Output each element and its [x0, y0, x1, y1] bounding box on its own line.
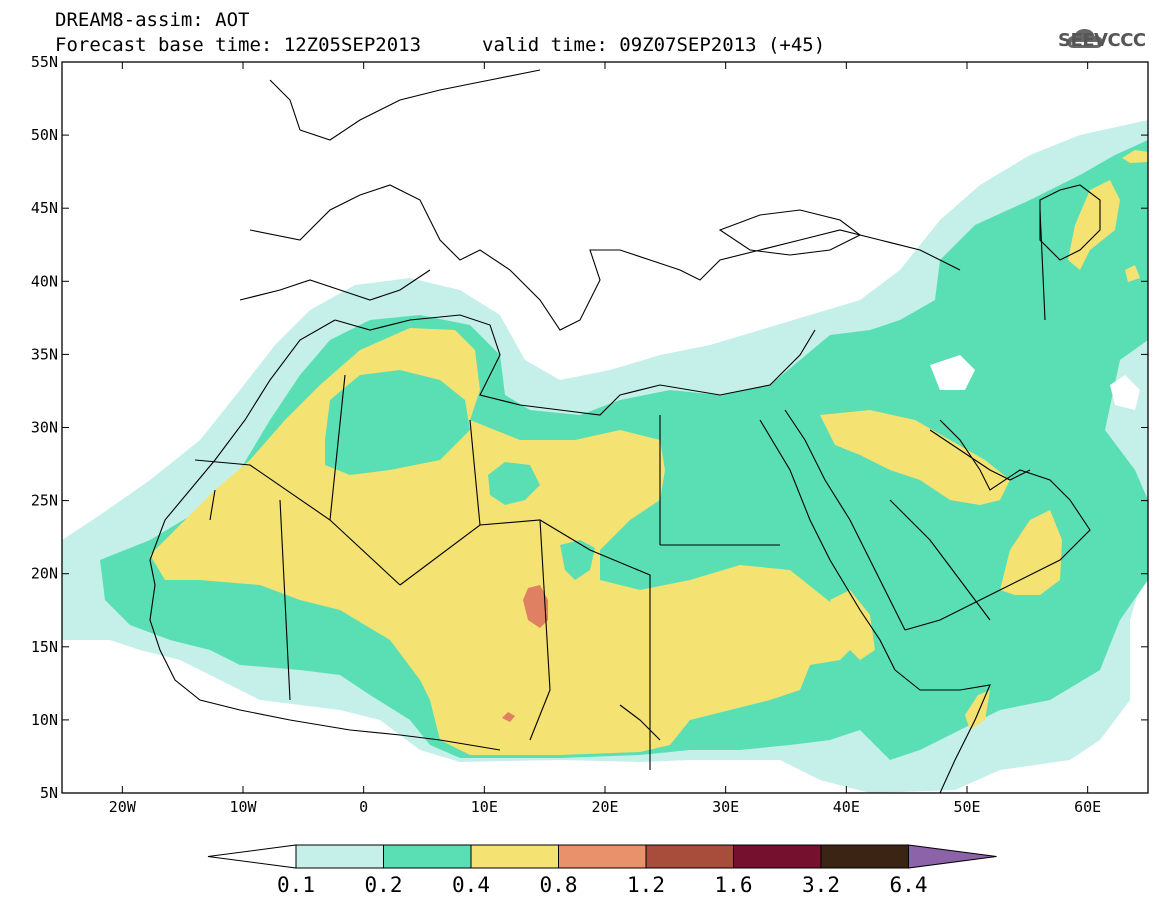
aot-band-0-4-arabia: [820, 410, 1010, 505]
colorbar-label: 0.1: [277, 873, 315, 897]
lon-tick-label: 60E: [1074, 798, 1101, 816]
lat-tick-label: 5N: [40, 784, 58, 802]
colorbar-segment: [733, 844, 822, 869]
lat-tick-label: 20N: [31, 565, 58, 583]
aot-field: [62, 120, 1148, 793]
forecast-base-time: Forecast base time: 12Z05SEP2013: [55, 34, 422, 56]
colorbar-label: 0.2: [365, 873, 403, 897]
lat-tick-label: 30N: [31, 419, 58, 437]
colorbar-label: 0.4: [452, 873, 490, 897]
lon-tick-label: 10E: [471, 798, 498, 816]
colorbar-label: 1.6: [715, 873, 753, 897]
lat-tick-label: 10N: [31, 711, 58, 729]
colorbar-segment: [645, 844, 734, 869]
colorbar-arrow-right: [908, 844, 997, 869]
lon-tick-label: 0: [359, 798, 368, 816]
aot-band-0-4-oman: [1000, 510, 1062, 595]
map-title: DREAM8-assim: AOT: [55, 9, 250, 31]
colorbar-label: 0.8: [540, 873, 578, 897]
lon-tick-label: 40E: [833, 798, 860, 816]
colorbar-label: 1.2: [627, 873, 665, 897]
colorbar-label: 3.2: [802, 873, 840, 897]
aot-band-0-8-small: [502, 712, 515, 722]
lon-tick-label: 20W: [109, 798, 137, 816]
aot-hole-chad: [560, 540, 595, 580]
colorbar-segment: [820, 844, 909, 869]
aot-band-0-4-aral: [1122, 150, 1148, 163]
valid-time: valid time: 09Z07SEP2013 (+45): [482, 34, 826, 56]
aot-band-0-4-ethiopia: [830, 590, 875, 660]
lat-tick-label: 45N: [31, 199, 58, 217]
lon-tick-label: 30E: [712, 798, 739, 816]
lon-tick-label: 50E: [953, 798, 980, 816]
colorbar-segment: [383, 844, 472, 869]
lon-tick-label: 10W: [229, 798, 257, 816]
lat-tick-label: 55N: [31, 53, 58, 71]
colorbar-label: 6.4: [890, 873, 928, 897]
colorbar-segment: [470, 844, 559, 869]
colorbar: 0.1 0.2 0.4 0.8 1.2 1.6 3.2 6.4: [207, 844, 997, 897]
aot-band-0-8: [523, 585, 548, 628]
clear-air-2: [1110, 375, 1140, 410]
aot-hole-algeria: [325, 370, 470, 475]
coastlines: [149, 69, 1101, 793]
lon-tick-label: 20E: [591, 798, 618, 816]
aot-band-0-4-caspian: [1068, 180, 1120, 270]
lat-tick-label: 40N: [31, 272, 58, 290]
colorbar-segment: [295, 844, 384, 869]
lat-tick-label: 25N: [31, 492, 58, 510]
aot-band-0-4-aral2: [1125, 265, 1140, 282]
lat-tick-label: 35N: [31, 345, 58, 363]
axis-ticks: 20W 10W 0 10E 20E 30E 40E 50E 60E 5N 10N 15N 20N 25N 3…: [31, 53, 1148, 816]
colorbar-arrow-left: [207, 844, 297, 869]
logo-text: SEEVCCC: [1058, 30, 1146, 51]
aot-hole-libya: [488, 462, 540, 505]
clear-air-1: [930, 355, 975, 390]
colorbar-segment: [558, 844, 647, 869]
lat-tick-label: 50N: [31, 126, 58, 144]
lat-tick-label: 15N: [31, 638, 58, 656]
cloud-icon: [1067, 29, 1103, 48]
